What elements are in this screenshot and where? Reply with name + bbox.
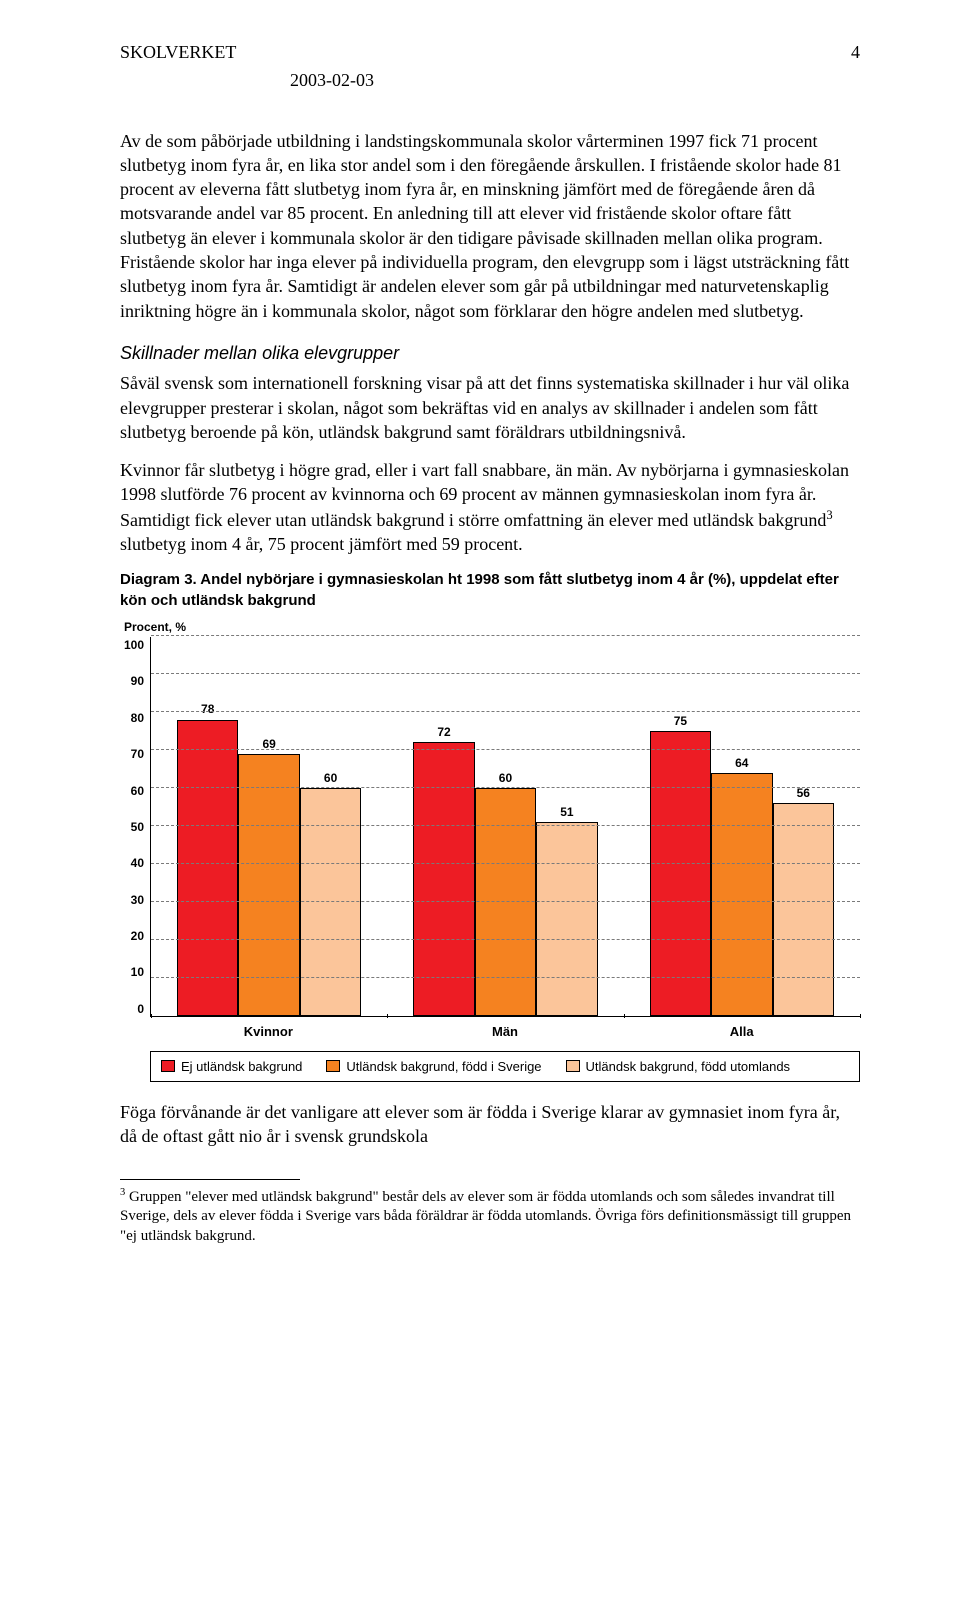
paragraph-3: Kvinnor får slutbetyg i högre grad, elle…	[120, 458, 860, 556]
bar-wrap: 78	[177, 637, 238, 1016]
footnote-text: Gruppen "elever med utländsk bakgrund" b…	[120, 1189, 851, 1244]
chart-legend: Ej utländsk bakgrund Utländsk bakgrund, f…	[150, 1051, 860, 1083]
bar-value-label: 75	[674, 713, 687, 729]
bar-wrap: 64	[711, 637, 772, 1016]
paragraph-3b: slutbetyg inom 4 år, 75 procent jämfört …	[120, 534, 523, 554]
legend-swatch	[161, 1060, 175, 1072]
y-tick: 20	[131, 928, 144, 944]
footnote-3: 3 Gruppen "elever med utländsk bakgrund"…	[120, 1186, 860, 1247]
chart-area: 1009080706050403020100 78696072605175645…	[120, 637, 860, 1017]
x-axis-label: Män	[387, 1023, 624, 1041]
bar-value-label: 72	[437, 724, 450, 740]
footnote-rule	[120, 1179, 300, 1180]
chart-groups: 78 69 60 72 60 51 75 64 56	[151, 637, 860, 1016]
bar-wrap: 51	[536, 637, 597, 1016]
bar	[300, 788, 361, 1016]
bar-value-label: 51	[560, 804, 573, 820]
section-heading: Skillnader mellan olika elevgrupper	[120, 341, 860, 365]
legend-label: Utländsk bakgrund, född utomlands	[586, 1058, 791, 1076]
x-tick	[624, 1014, 625, 1018]
bar-value-label: 64	[735, 755, 748, 771]
y-tick: 90	[131, 673, 144, 689]
bar-value-label: 60	[324, 770, 337, 786]
bar	[711, 773, 772, 1016]
page-number: 4	[851, 40, 860, 64]
gridline	[151, 673, 860, 674]
gridline	[151, 749, 860, 750]
y-tick: 50	[131, 819, 144, 835]
chart-title: Diagram 3. Andel nybörjare i gymnasiesko…	[120, 570, 860, 611]
y-tick: 10	[131, 964, 144, 980]
bar	[177, 720, 238, 1016]
bar-value-label: 78	[201, 701, 214, 717]
paragraph-3a: Kvinnor får slutbetyg i högre grad, elle…	[120, 460, 849, 530]
chart-plot: 78 69 60 72 60 51 75 64 56	[150, 637, 860, 1017]
x-tick	[387, 1014, 388, 1018]
y-tick: 80	[131, 710, 144, 726]
chart: Procent, % 1009080706050403020100 786960…	[120, 619, 860, 1082]
bar	[536, 822, 597, 1016]
gridline	[151, 635, 860, 636]
bar-wrap: 69	[238, 637, 299, 1016]
bar-wrap: 72	[413, 637, 474, 1016]
gridline	[151, 863, 860, 864]
x-tick	[860, 1014, 861, 1018]
x-axis-label: Alla	[623, 1023, 860, 1041]
y-tick: 30	[131, 892, 144, 908]
paragraph-after-chart: Föga förvånande är det vanligare att ele…	[120, 1100, 860, 1149]
gridline	[151, 825, 860, 826]
gridline	[151, 711, 860, 712]
bar-wrap: 56	[773, 637, 834, 1016]
legend-swatch	[326, 1060, 340, 1072]
gridline	[151, 977, 860, 978]
gridline	[151, 901, 860, 902]
bar-wrap: 75	[650, 637, 711, 1016]
legend-label: Utländsk bakgrund, född i Sverige	[346, 1058, 541, 1076]
gridline	[151, 939, 860, 940]
gridline	[151, 787, 860, 788]
legend-item: Ej utländsk bakgrund	[161, 1058, 302, 1076]
y-tick: 0	[137, 1001, 144, 1017]
bar-wrap: 60	[300, 637, 361, 1016]
legend-item: Utländsk bakgrund, född i Sverige	[326, 1058, 541, 1076]
paragraph-2: Såväl svensk som internationell forsknin…	[120, 371, 860, 444]
bar-wrap: 60	[475, 637, 536, 1016]
bar-group: 75 64 56	[624, 637, 860, 1016]
legend-label: Ej utländsk bakgrund	[181, 1058, 302, 1076]
x-axis-labels: KvinnorMänAlla	[150, 1023, 860, 1041]
paragraph-1: Av de som påbörjade utbildning i landsti…	[120, 129, 860, 323]
document-date: 2003-02-03	[290, 68, 860, 92]
y-tick: 100	[124, 637, 144, 653]
y-tick: 40	[131, 855, 144, 871]
bar-group: 72 60 51	[387, 637, 623, 1016]
y-tick: 70	[131, 746, 144, 762]
y-axis-label: Procent, %	[124, 619, 860, 635]
x-tick	[151, 1014, 152, 1018]
bar	[650, 731, 711, 1016]
bar	[413, 742, 474, 1016]
bar-value-label: 60	[499, 770, 512, 786]
bar	[475, 788, 536, 1016]
bar-group: 78 69 60	[151, 637, 387, 1016]
bar	[773, 803, 834, 1016]
legend-swatch	[566, 1060, 580, 1072]
org-name: SKOLVERKET	[120, 40, 236, 64]
legend-item: Utländsk bakgrund, född utomlands	[566, 1058, 791, 1076]
y-axis-ticks: 1009080706050403020100	[120, 637, 150, 1017]
footnote-ref-3: 3	[826, 508, 832, 522]
y-tick: 60	[131, 783, 144, 799]
page-header: SKOLVERKET 4	[120, 40, 860, 64]
x-axis-label: Kvinnor	[150, 1023, 387, 1041]
